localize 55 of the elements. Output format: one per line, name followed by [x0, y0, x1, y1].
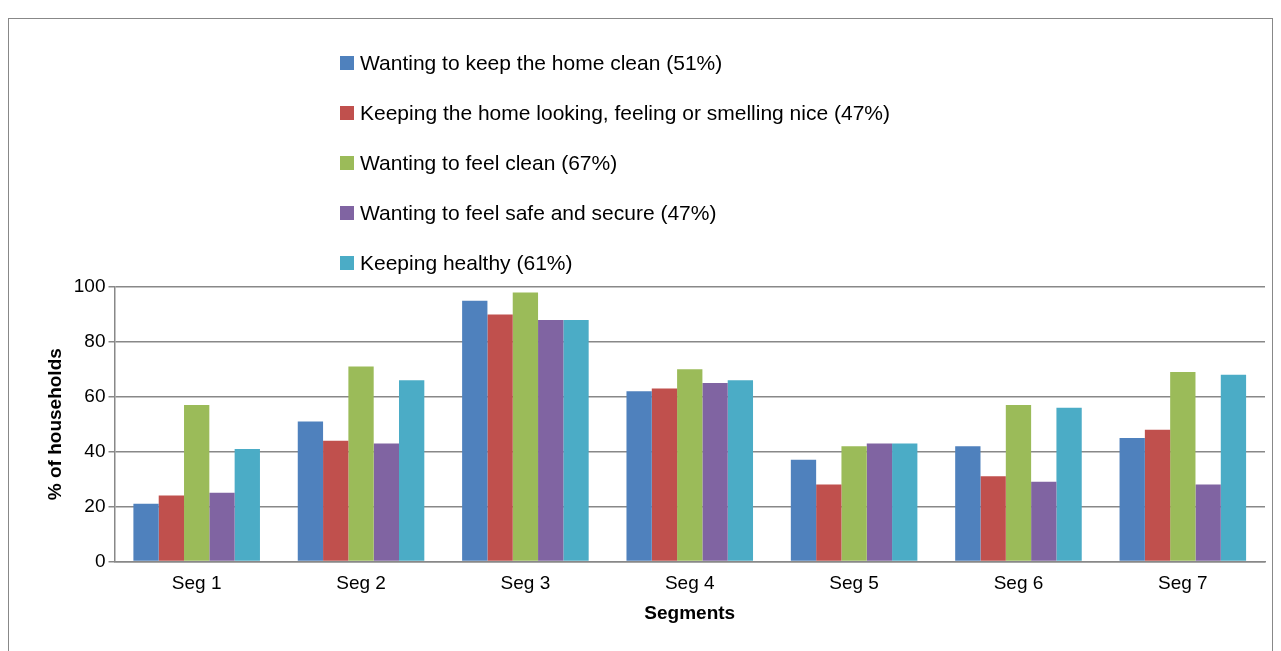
bar — [1195, 484, 1221, 561]
bar — [158, 495, 185, 561]
bar — [727, 380, 754, 561]
legend-label: Wanting to keep the home clean (51%) — [360, 51, 723, 75]
bar — [1056, 407, 1082, 561]
x-tick-label: Seg 2 — [336, 572, 386, 594]
bar — [816, 484, 842, 561]
bar — [234, 448, 260, 561]
bar — [1170, 372, 1196, 561]
bar — [980, 476, 1006, 561]
y-tick-label: 80 — [84, 330, 106, 352]
bar — [841, 446, 867, 561]
bar — [790, 459, 817, 561]
bar — [1119, 437, 1145, 561]
legend-label: Wanting to feel clean (67%) — [360, 151, 618, 175]
bar — [955, 446, 981, 561]
bar — [677, 369, 703, 561]
bar — [209, 492, 235, 561]
bar — [1005, 404, 1032, 561]
bar — [1220, 374, 1247, 561]
x-tick-label: Seg 5 — [829, 572, 879, 594]
bar — [487, 314, 513, 561]
bar — [373, 443, 399, 561]
x-tick-label: Seg 7 — [1157, 572, 1208, 594]
x-tick-label: Seg 3 — [500, 572, 551, 594]
legend-label: Keeping the home looking, feeling or smelling nice (47%) — [360, 101, 890, 125]
bar — [184, 404, 210, 561]
y-tick-label: 0 — [94, 549, 106, 571]
legend-label: Keeping healthy (61%) — [360, 251, 573, 275]
bar — [626, 391, 652, 561]
bar — [323, 440, 349, 561]
bar — [512, 292, 539, 561]
bar — [133, 503, 159, 561]
bar — [1031, 481, 1057, 561]
y-tick-label: 40 — [84, 439, 106, 461]
bar — [866, 443, 893, 561]
x-axis-title: Segments — [644, 601, 736, 623]
y-tick-label: 100 — [73, 275, 106, 297]
bar — [1144, 429, 1171, 561]
x-tick-label: Seg 6 — [993, 572, 1044, 594]
y-tick-label: 60 — [84, 384, 106, 406]
bar — [297, 421, 324, 561]
bar — [892, 443, 918, 561]
x-tick-label: Seg 1 — [171, 572, 222, 594]
bar — [538, 319, 564, 561]
bar — [563, 319, 589, 561]
bar — [462, 300, 488, 561]
bar — [399, 380, 425, 561]
bar — [702, 383, 728, 561]
y-axis-title: % of households — [43, 348, 65, 501]
bar — [348, 366, 374, 561]
bar — [651, 388, 678, 561]
y-tick-label: 20 — [84, 494, 106, 516]
x-tick-label: Seg 4 — [664, 572, 716, 594]
legend-label: Wanting to feel safe and secure (47%) — [360, 201, 717, 225]
